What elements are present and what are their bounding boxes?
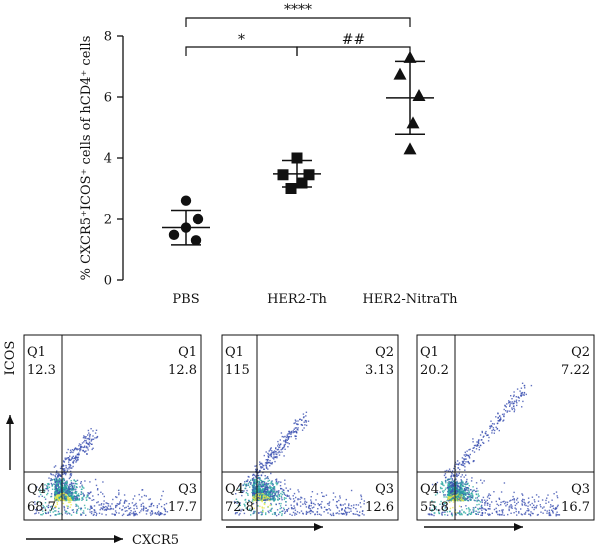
data-point-triangle xyxy=(412,88,426,101)
data-point-triangle xyxy=(403,142,417,155)
panel-frame xyxy=(221,334,399,521)
x-tick-label: HER2-Th xyxy=(267,292,327,307)
y-tick-label: 6 xyxy=(104,91,112,106)
quadrant-label: Q2 xyxy=(375,345,394,360)
quadrant-label: Q1 xyxy=(225,345,244,360)
data-point-square xyxy=(296,177,308,189)
significance-bracket xyxy=(185,17,411,27)
significance-bracket xyxy=(185,46,298,56)
x-tick-label: HER2-NitraTh xyxy=(362,292,458,307)
data-point-square xyxy=(291,152,303,164)
quadrant-label: Q3 xyxy=(178,482,197,497)
flow-panel-1: Q1 12.3 Q1 12.8 Q3 17.7 Q4 68.7 xyxy=(23,334,202,521)
x-tick-label: PBS xyxy=(172,292,199,307)
quadrant-label: Q1 xyxy=(27,345,46,360)
quadrant-value-q4: 68.7 xyxy=(27,500,56,515)
data-point-circle xyxy=(190,235,202,246)
data-point-square xyxy=(285,183,297,194)
quadrant-label: Q2 xyxy=(571,345,590,360)
data-points xyxy=(168,50,426,246)
data-point-square xyxy=(303,169,315,181)
quadrant-value-q4: 55.8 xyxy=(420,500,449,515)
quadrant-label: Q4 xyxy=(27,482,46,497)
flow-panel-2: Q1 115 Q2 3.13 Q3 12.6 Q4 72.8 xyxy=(221,334,399,521)
flow-panel-3: Q1 20.2 Q2 7.22 Q3 16.7 Q4 55.8 xyxy=(416,334,595,521)
data-point-circle xyxy=(180,195,192,206)
quadrant-value-q2: 12.8 xyxy=(168,363,197,378)
scatter-chart: 0 2 4 6 8 % CXCR5⁺ICOS⁺ cells of hCD4⁺ cells… xyxy=(79,2,458,307)
cxcr5-axis-label: CXCR5 xyxy=(132,533,179,548)
quadrant-label: Q1 xyxy=(420,345,439,360)
flow-panel-group: Q1 12.3 Q1 12.8 Q3 17.7 Q4 68.7 Q1 115 Q2 3.13 Q3 12.… xyxy=(23,334,595,521)
x-category-labels: PBS HER2-Th HER2-NitraTh xyxy=(172,292,458,307)
quadrant-value-q3: 17.7 xyxy=(168,500,197,515)
quadrant-label: Q1 xyxy=(178,345,197,360)
icos-axis: ICOS xyxy=(3,341,18,470)
significance-brackets: ***** ## xyxy=(185,2,411,56)
significance-label: * xyxy=(238,32,245,48)
quadrant-value-q2: 7.22 xyxy=(561,363,590,378)
quadrant-label: Q3 xyxy=(375,482,394,497)
quadrant-value-q1: 20.2 xyxy=(420,363,449,378)
y-tick-label: 2 xyxy=(104,213,112,228)
panel-frame xyxy=(416,334,595,521)
data-point-square xyxy=(277,169,289,181)
data-point-triangle xyxy=(406,116,420,129)
quadrant-label: Q4 xyxy=(420,482,439,497)
y-ticks: 0 2 4 6 8 xyxy=(104,30,123,289)
quadrant-value-q1: 115 xyxy=(225,363,250,378)
y-axis: 0 2 4 6 8 % CXCR5⁺ICOS⁺ cells of hCD4⁺ cells xyxy=(79,30,124,289)
quadrant-value-q4: 72.8 xyxy=(225,500,254,515)
significance-label: **** xyxy=(284,2,312,18)
data-point-triangle xyxy=(403,50,417,63)
quadrant-value-q3: 16.7 xyxy=(561,500,590,515)
cxcr5-axis: CXCR5 xyxy=(26,533,179,548)
density-dots xyxy=(34,428,169,517)
panel-frame xyxy=(23,334,202,521)
data-point-circle xyxy=(192,213,204,225)
quadrant-value-q1: 12.3 xyxy=(27,363,56,378)
significance-bracket xyxy=(296,46,411,56)
quadrant-value-q2: 3.13 xyxy=(365,363,394,378)
icos-axis-label: ICOS xyxy=(3,341,18,376)
y-tick-label: 0 xyxy=(104,274,112,289)
data-point-triangle xyxy=(393,67,407,80)
quadrant-label: Q4 xyxy=(225,482,244,497)
density-dots xyxy=(427,382,561,517)
significance-label: ## xyxy=(342,32,365,48)
data-point-circle xyxy=(180,222,192,233)
flow-cytometry-panels: Q1 12.3 Q1 12.8 Q3 17.7 Q4 68.7 Q1 115 Q2 3.13 Q3 12.… xyxy=(3,334,595,548)
y-tick-label: 8 xyxy=(104,30,112,45)
y-tick-label: 4 xyxy=(104,152,112,167)
y-axis-label: % CXCR5⁺ICOS⁺ cells of hCD4⁺ cells xyxy=(79,36,94,281)
quadrant-value-q3: 12.6 xyxy=(365,500,394,515)
data-point-circle xyxy=(168,229,180,241)
quadrant-label: Q3 xyxy=(571,482,590,497)
